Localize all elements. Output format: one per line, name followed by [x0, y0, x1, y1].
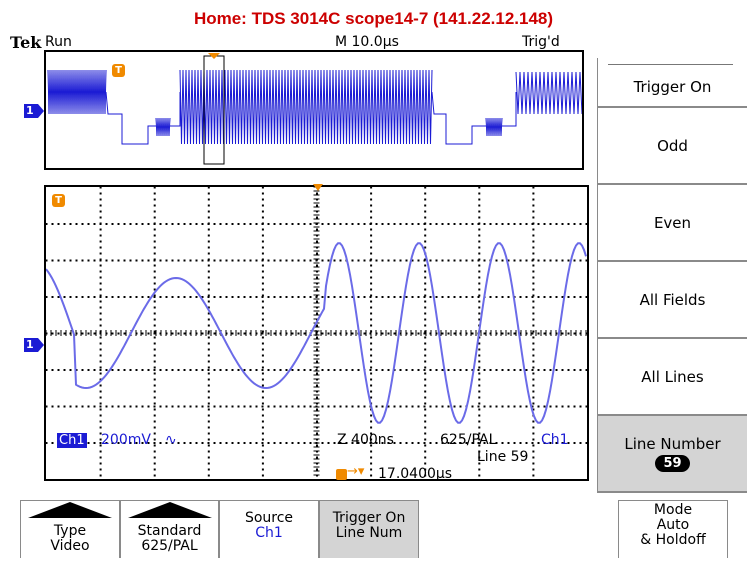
trigger-icon: T: [52, 194, 65, 207]
line-readout: Line 59: [477, 449, 529, 465]
side-button-label: All Fields: [639, 290, 706, 309]
video-standard-readout: 625/PAL: [440, 432, 497, 448]
zoom-position-marker: [208, 53, 220, 59]
side-button-label: Odd: [657, 136, 688, 155]
channel-label: Ch1: [57, 433, 87, 448]
popup-indicator-icon: [127, 502, 212, 518]
overview-channel-marker: 1: [24, 104, 44, 118]
type-button-value: Video: [50, 538, 90, 554]
overview-waveform: [47, 53, 582, 165]
trigger-on-button-value: Line Num: [335, 525, 403, 541]
trigger-source-readout: Ch1: [541, 432, 569, 448]
channel-1-marker[interactable]: 1: [24, 338, 44, 352]
ch1-trace: [46, 242, 587, 424]
waveform-display[interactable]: [44, 185, 589, 481]
side-button-all-fields[interactable]: All Fields: [597, 262, 747, 339]
page-title: Home: TDS 3014C scope14-7 (141.22.12.148…: [193, 9, 554, 28]
side-button-all-lines[interactable]: All Lines: [597, 339, 747, 416]
side-menu-title-text: Trigger On: [633, 78, 712, 96]
mode-holdoff-button[interactable]: Mode Auto & Holdoff: [618, 500, 728, 558]
type-button[interactable]: Type Video: [20, 500, 120, 558]
channel-number: 1: [26, 338, 34, 351]
standard-button-title: Standard: [137, 523, 202, 539]
trigger-position-readout: 17.0400µs: [378, 466, 453, 482]
mode-button-value: Auto: [656, 517, 690, 533]
source-button-title: Source: [244, 510, 294, 526]
graticule: [46, 187, 587, 477]
line-number-value: 59: [655, 455, 690, 472]
trigger-on-button-title: Trigger On: [332, 510, 406, 526]
popup-indicator-icon: [28, 502, 112, 518]
side-button-even[interactable]: Even: [597, 185, 747, 262]
trigger-position-icon: [336, 469, 347, 480]
run-status: Run: [45, 34, 72, 50]
record-overview[interactable]: [44, 50, 584, 170]
arrow-icon: →▾: [347, 464, 365, 479]
timebase-readout: M 10.0µs: [335, 34, 399, 50]
type-button-title: Type: [53, 523, 87, 539]
tek-logo: Tek: [10, 33, 42, 52]
trigger-status: Trig'd: [522, 34, 560, 50]
side-button-line-number[interactable]: Line Number 59: [597, 416, 747, 493]
coupling-icon: ∿: [165, 432, 177, 448]
source-button-value: Ch1: [255, 525, 283, 541]
source-button[interactable]: Source Ch1: [219, 500, 319, 558]
zoom-readout: Z 400ns: [337, 432, 394, 448]
side-menu-title: Trigger On: [597, 58, 747, 108]
side-button-odd[interactable]: Odd: [597, 108, 747, 185]
side-button-label: Even: [653, 213, 692, 232]
mode-button-holdoff: & Holdoff: [640, 532, 706, 548]
volts-per-div: 200mV: [101, 432, 151, 448]
trigger-position-marker: [313, 184, 323, 191]
trigger-on-button[interactable]: Trigger On Line Num: [319, 500, 419, 558]
side-button-label: Line Number: [624, 435, 721, 453]
standard-button[interactable]: Standard 625/PAL: [120, 500, 219, 558]
side-button-label: All Lines: [641, 367, 704, 386]
overview-channel-number: 1: [26, 104, 34, 117]
standard-button-value: 625/PAL: [141, 538, 198, 554]
overview-trigger-icon: T: [112, 64, 125, 77]
mode-button-title: Mode: [653, 502, 693, 518]
